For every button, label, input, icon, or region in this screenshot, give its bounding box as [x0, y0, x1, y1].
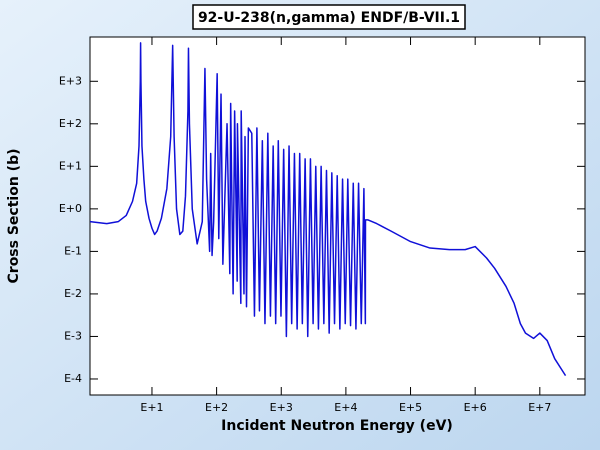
x-tick-label: E+2 — [205, 401, 228, 414]
data-line — [89, 42, 567, 377]
chart-title: 92-U-238(n,gamma) ENDF/B-VII.1 — [198, 10, 460, 26]
x-tick-label: E+4 — [334, 401, 357, 414]
x-tick-label: E+1 — [140, 401, 163, 414]
y-axis-title: Cross Section (b) — [6, 149, 22, 284]
x-tick-label: E+5 — [399, 401, 422, 414]
y-tick-label: E+3 — [59, 74, 82, 87]
x-tick-label: E+6 — [464, 401, 487, 414]
y-tick-label: E+1 — [59, 159, 82, 172]
x-tick-label: E+7 — [528, 401, 551, 414]
y-tick-label: E+0 — [59, 202, 82, 215]
y-tick-label: E-2 — [64, 287, 82, 300]
y-tick-label: E+2 — [59, 117, 82, 130]
y-tick-label: E-4 — [64, 372, 82, 385]
x-axis-title: Incident Neutron Energy (eV) — [221, 418, 453, 434]
title-box — [192, 4, 466, 30]
y-tick-label: E-1 — [64, 244, 82, 257]
y-tick-label: E-3 — [64, 329, 82, 342]
x-tick-label: E+3 — [270, 401, 293, 414]
